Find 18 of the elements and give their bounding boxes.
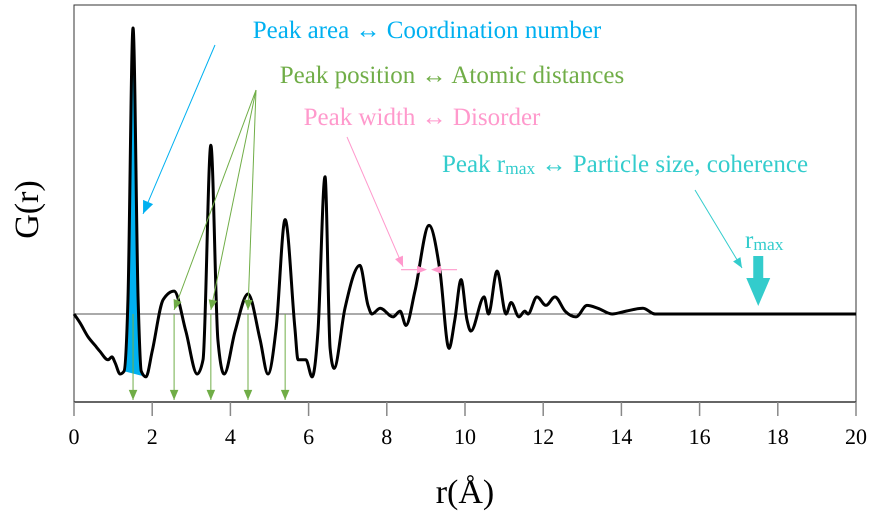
x-tick-label: 20 (845, 424, 867, 449)
annotation: rmax (745, 227, 784, 254)
y-axis-title: G(r) (9, 180, 46, 239)
annotation: Peak rmax ↔ Particle size, coherence (442, 151, 808, 178)
x-tick-label: 12 (532, 424, 554, 449)
x-tick-label: 2 (146, 424, 158, 449)
x-axis-title: r(Å) (436, 474, 494, 511)
x-tick-label: 8 (381, 424, 392, 449)
x-tick-label: 0 (68, 424, 80, 449)
x-tick-label: 18 (766, 424, 789, 449)
x-tick-label: 14 (610, 424, 632, 449)
x-tick-label: 4 (224, 424, 236, 449)
annotation: Peak area ↔ Coordination number (252, 17, 602, 44)
x-tick-label: 16 (688, 424, 711, 449)
x-tick-label: 6 (303, 424, 314, 449)
annotation: Peak position ↔ Atomic distances (280, 62, 624, 89)
x-tick-label: 10 (454, 424, 476, 449)
annotation: Peak width ↔ Disorder (304, 104, 542, 131)
